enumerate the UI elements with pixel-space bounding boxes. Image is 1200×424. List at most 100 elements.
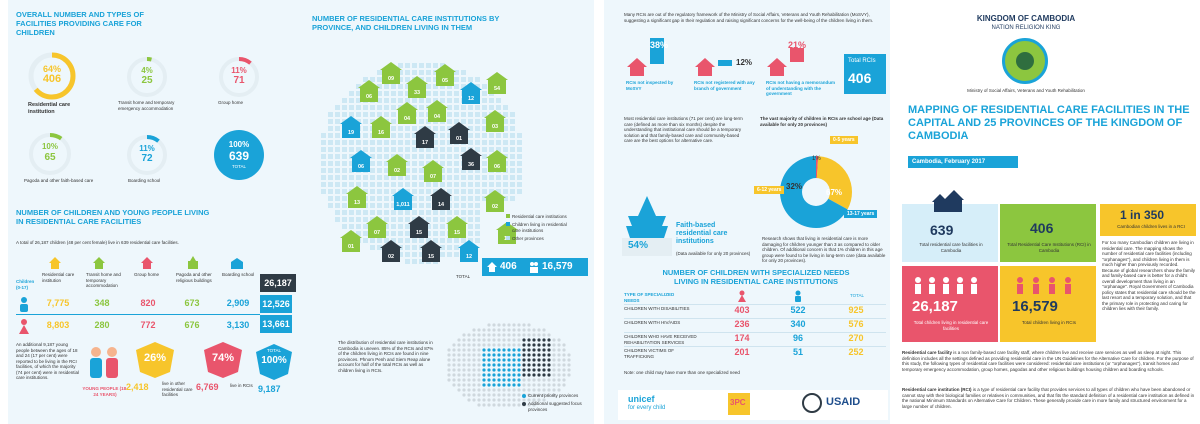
map-dot xyxy=(335,147,340,152)
map-dot xyxy=(412,161,417,166)
panel-facilities: OVERALL NUMBER AND TYPES OF FACILITIES P… xyxy=(8,0,300,424)
province-marker: 02 xyxy=(484,190,506,212)
map-dot xyxy=(510,196,515,201)
map-dot xyxy=(342,210,347,215)
ring-pct: 11% xyxy=(231,66,247,75)
map-dot xyxy=(419,119,424,124)
needs-boys: 522 xyxy=(790,305,806,315)
map-dot xyxy=(342,154,347,159)
province-marker: 19 xyxy=(340,116,362,138)
mini-map-dot xyxy=(552,378,556,382)
province-marker: 1,011 xyxy=(392,188,414,210)
mini-map-dot xyxy=(462,358,466,362)
province-marker-value: 12 xyxy=(468,96,474,102)
mini-map-dot xyxy=(512,368,516,372)
map-dot xyxy=(412,175,417,180)
mini-map-dot xyxy=(462,348,466,352)
map-dot xyxy=(335,196,340,201)
definition-term: Residential care facility xyxy=(902,350,953,355)
house-marker-icon xyxy=(484,190,506,212)
house-marker-icon xyxy=(346,186,368,208)
map-dot xyxy=(342,161,347,166)
map-total-children: 16,579 xyxy=(542,261,573,272)
panel-cover: KINGDOM OF CAMBODIA NATION RELIGION KING… xyxy=(896,0,1200,424)
map-dot xyxy=(377,112,382,117)
mini-map-dot xyxy=(512,353,516,357)
map-dot xyxy=(412,168,417,173)
yp-pct-2: 74% xyxy=(211,352,235,364)
map-dot xyxy=(405,175,410,180)
mini-map-dot xyxy=(487,353,491,357)
mini-map-dot xyxy=(532,343,536,347)
priority-legend-item: Current priority provinces xyxy=(528,393,579,398)
map-dot xyxy=(356,84,361,89)
girls-rci: 8,803 xyxy=(46,320,70,330)
map-dot xyxy=(398,133,403,138)
girls-pagoda: 676 xyxy=(184,320,200,330)
ring-boarding-chart xyxy=(127,135,167,175)
mini-map-dot xyxy=(527,403,531,407)
map-dot xyxy=(356,217,361,222)
mini-map-dot xyxy=(537,353,541,357)
mini-map-dot xyxy=(462,368,466,372)
mini-map-dot xyxy=(547,358,551,362)
mini-map-dot xyxy=(537,398,541,402)
mini-map-dot xyxy=(507,383,511,387)
mini-map-dot xyxy=(452,343,456,347)
map-dot xyxy=(468,210,473,215)
map-dot xyxy=(475,105,480,110)
map-dot xyxy=(419,168,424,173)
province-marker: 14 xyxy=(430,188,452,210)
mini-map-dot xyxy=(567,363,571,367)
map-dot xyxy=(426,196,431,201)
map-dot xyxy=(517,189,522,194)
map-dot xyxy=(475,112,480,117)
map-dot xyxy=(482,154,487,159)
map-dot xyxy=(503,182,508,187)
mini-map-dot xyxy=(527,338,531,342)
mini-map-dot xyxy=(482,358,486,362)
map-dot xyxy=(405,161,410,166)
mini-map-dot xyxy=(542,328,546,332)
mini-map-dot xyxy=(537,343,541,347)
map-dot xyxy=(405,259,410,264)
province-marker-value: 01 xyxy=(348,244,354,250)
house-marker-icon xyxy=(486,150,508,172)
mini-map-dot xyxy=(547,388,551,392)
map-dot xyxy=(328,189,333,194)
ring-pct: 64% xyxy=(42,64,61,74)
legend-swatch xyxy=(506,214,510,218)
map-dot xyxy=(468,231,473,236)
ring-arc xyxy=(28,52,76,100)
ring-value: 25 xyxy=(141,75,153,86)
house-marker-icon xyxy=(426,100,448,122)
yp-lab-2: live in RCIs xyxy=(230,383,253,388)
map-dot xyxy=(384,84,389,89)
yp-total-pct: 100% xyxy=(261,355,287,366)
map-dot xyxy=(391,217,396,222)
map-dot xyxy=(454,105,459,110)
mini-map-dot xyxy=(467,378,471,382)
map-dot xyxy=(419,203,424,208)
map-dot xyxy=(461,182,466,187)
mini-map-dot xyxy=(502,353,506,357)
map-dot xyxy=(391,91,396,96)
map-dot xyxy=(335,140,340,145)
total-facilities-circle: 100% 639 TOTAL xyxy=(214,130,264,180)
mini-map-dot xyxy=(547,373,551,377)
mini-map-dot xyxy=(547,378,551,382)
map-dot xyxy=(433,238,438,243)
mini-map-dot xyxy=(472,363,476,367)
map-dot xyxy=(363,119,368,124)
map-dot xyxy=(475,217,480,222)
legend-swatch xyxy=(506,236,510,240)
mini-map-dot xyxy=(497,353,501,357)
faith-pct: 54% xyxy=(628,240,649,251)
mini-map-dot xyxy=(527,383,531,387)
map-note: The distribution of residential care ins… xyxy=(338,340,434,373)
map-dot xyxy=(342,217,347,222)
mini-map-dot xyxy=(487,393,491,397)
mini-map-dot xyxy=(477,348,481,352)
map-dot xyxy=(377,203,382,208)
map-dot xyxy=(468,217,473,222)
